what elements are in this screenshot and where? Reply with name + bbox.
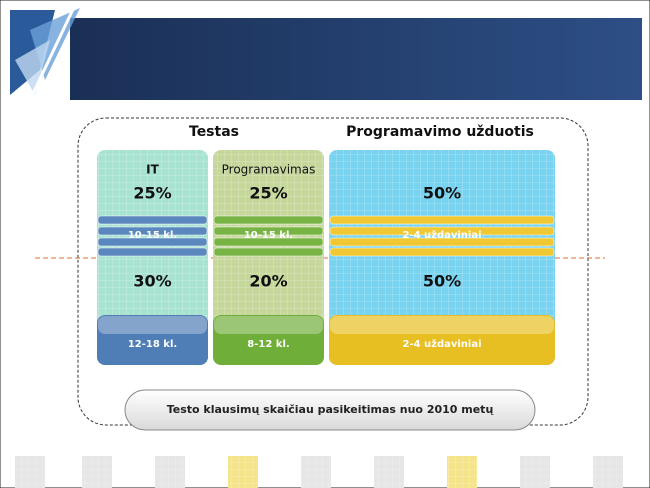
top-band: 10-15 kl.	[128, 230, 177, 241]
strip-tile-grid	[520, 456, 550, 488]
stripe	[330, 216, 554, 224]
bottom-share: 50%	[423, 272, 461, 291]
top-share: 50%	[423, 184, 461, 203]
top-share: 25%	[249, 184, 287, 203]
stripe	[98, 216, 207, 224]
strip-tile-grid	[593, 456, 623, 488]
bottom-box-gloss	[98, 316, 207, 334]
bottom-band: 8-12 kl.	[247, 339, 289, 350]
top-band: 2-4 uždaviniai	[402, 229, 481, 241]
strip-tile-grid	[155, 456, 185, 488]
bottom-band: 2-4 uždaviniai	[402, 338, 481, 350]
group-header: Programavimo užduotis	[346, 124, 534, 140]
column: Programavimas 25% 10-15 kl. 20% 8-12 kl.	[213, 150, 324, 365]
bottom-share: 30%	[133, 272, 171, 291]
stripe	[214, 216, 323, 224]
bottom-box-gloss	[330, 316, 554, 334]
column-title: IT	[146, 163, 159, 177]
column: 50% 2-4 uždaviniai 50% 2-4 uždaviniai	[329, 150, 555, 365]
strip-tile-grid	[15, 456, 45, 488]
stripe	[98, 248, 207, 256]
strip-tile-grid	[228, 456, 258, 488]
bottom-strip	[15, 456, 623, 488]
strip-tile-grid	[301, 456, 331, 488]
column: IT 25% 10-15 kl. 30% 12-18 kl.	[97, 150, 208, 365]
stripe	[330, 248, 554, 256]
strip-tile-grid	[374, 456, 404, 488]
footer-text: Testo klausimų skaičiau pasikeitimas nuo…	[167, 403, 494, 416]
top-band: 10-15 kl.	[244, 230, 293, 241]
column-title: Programavimas	[222, 163, 316, 177]
header-bar	[70, 18, 642, 100]
slide: IT 25% 10-15 kl. 30% 12-18 kl. Programavimas 2…	[0, 0, 650, 488]
bottom-share: 20%	[249, 272, 287, 291]
group-header: Testas	[189, 124, 239, 140]
top-share: 25%	[133, 184, 171, 203]
strip-tile-grid	[447, 456, 477, 488]
bottom-band: 12-18 kl.	[128, 339, 177, 350]
strip-tile-grid	[82, 456, 112, 488]
stripe	[214, 248, 323, 256]
bottom-box-gloss	[214, 316, 323, 334]
